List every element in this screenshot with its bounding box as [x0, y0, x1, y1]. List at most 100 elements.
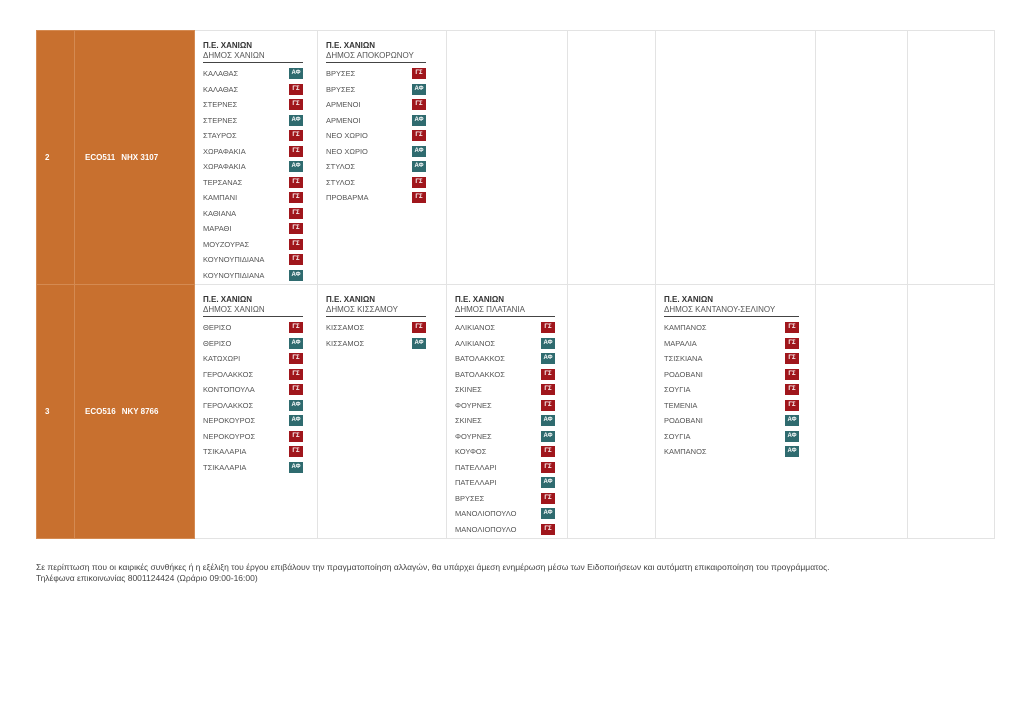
village-row: ΒΡΥΣΕΣ ΑΦ — [326, 82, 426, 98]
collection-type-badge: ΓΣ — [289, 384, 303, 396]
collection-type-badge: ΑΦ — [541, 415, 555, 427]
village-name: ΜΑΡΑΘΙ — [203, 224, 232, 234]
collection-type-badge: ΓΣ — [412, 130, 426, 142]
village-name: ΑΡΜΕΝΟΙ — [326, 115, 361, 125]
village-row: ΝΕΡΟΚΟΥΡΟΣ ΓΣ — [203, 429, 303, 445]
collection-type-badge: ΓΣ — [541, 461, 555, 473]
village-name: ΒΡΥΣΕΣ — [455, 493, 485, 503]
village-name: ΒΑΤΟΛΑΚΚΟΣ — [455, 354, 505, 364]
route-number: 2 — [36, 30, 75, 285]
vehicle-plate: NHX 3107 — [121, 153, 159, 162]
collection-type-badge: ΓΣ — [289, 368, 303, 380]
empty-cell — [567, 30, 656, 285]
vehicle-plate: NKY 8766 — [121, 407, 159, 416]
vehicle-code: ECO511 — [85, 153, 116, 162]
collection-type-badge: ΓΣ — [541, 384, 555, 396]
route-number: 3 — [36, 284, 75, 539]
village-row: ΤΣΙΚΑΛΑΡΙΑ ΑΦ — [203, 460, 303, 476]
route-row: 2 ECO511 NHX 3107 Π.Ε. ΧΑΝΙΩΝ ΔΗΜΟΣ ΧΑΝΙΩΝ… — [36, 30, 995, 285]
village-name: ΝΕΡΟΚΟΥΡΟΣ — [203, 416, 256, 426]
village-row: ΤΕΡΣΑΝΑΣ ΓΣ — [203, 175, 303, 191]
village-row: ΣΚΙΝΕΣ ΑΦ — [455, 413, 555, 429]
village-row: ΣΤΥΛΟΣ ΑΦ — [326, 159, 426, 175]
regional-unit-label: Π.Ε. ΧΑΝΙΩΝ — [326, 41, 376, 50]
empty-cell — [907, 30, 995, 285]
village-row: ΑΛΙΚΙΑΝΟΣ ΑΦ — [455, 336, 555, 352]
village-name: ΡΟΔΟΒΑΝΙ — [664, 416, 703, 426]
footnote-phone: Τηλέφωνα επικοινωνίας 8001124424 (Ωράριο… — [36, 573, 258, 583]
village-row: ΓΕΡΟΛΑΚΚΟΣ ΓΣ — [203, 367, 303, 383]
village-row: ΦΟΥΡΝΕΣ ΑΦ — [455, 429, 555, 445]
village-name: ΠΡΟΒΑΡΜΑ — [326, 193, 369, 203]
village-name: ΒΑΤΟΛΑΚΚΟΣ — [455, 369, 505, 379]
village-row: ΚΙΣΣΑΜΟΣ ΑΦ — [326, 336, 426, 352]
village-name: ΚΑΛΑΘΑΣ — [203, 84, 239, 94]
district-block: Π.Ε. ΧΑΝΙΩΝ ΔΗΜΟΣ ΚΙΣΣΑΜΟΥ ΚΙΣΣΑΜΟΣ ΓΣ ΚΙΣΣΑ… — [318, 285, 432, 351]
collection-type-badge: ΑΦ — [541, 353, 555, 365]
village-name: ΤΣΙΣΚΙΑΝΑ — [664, 354, 703, 364]
village-name: ΣΟΥΓΙΑ — [664, 431, 691, 441]
collection-type-badge: ΑΦ — [289, 399, 303, 411]
village-name: ΓΕΡΟΛΑΚΚΟΣ — [203, 369, 254, 379]
village-row: ΘΕΡΙΣΟ ΓΣ — [203, 320, 303, 336]
village-name: ΜΑΝΟΛΙΟΠΟΥΛΟ — [455, 509, 517, 519]
footnote-notice: Σε περίπτωση που οι καιρικές συνθήκες ή … — [36, 562, 830, 572]
district-cell: Π.Ε. ΧΑΝΙΩΝ ΔΗΜΟΣ ΧΑΝΙΩΝ ΘΕΡΙΣΟ ΓΣ ΘΕΡΙΣΟ ΑΦ Κ… — [194, 284, 318, 539]
village-name: ΣΚΙΝΕΣ — [455, 385, 482, 395]
collection-type-badge: ΑΦ — [541, 477, 555, 489]
village-name: ΚΑΤΩΧΩΡΙ — [203, 354, 241, 364]
collection-type-badge: ΑΦ — [412, 145, 426, 157]
district-block: Π.Ε. ΧΑΝΙΩΝ ΔΗΜΟΣ ΚΑΝΤΑΝΟΥ-ΣΕΛΙΝΟΥ ΚΑΜΠΑΝΟ… — [656, 285, 805, 460]
village-row: ΣΤΕΡΝΕΣ ΓΣ — [203, 97, 303, 113]
village-row: ΝΕΟ ΧΩΡΙΟ ΓΣ — [326, 128, 426, 144]
municipality-label: ΔΗΜΟΣ ΑΠΟΚΟΡΩΝΟΥ — [326, 51, 426, 63]
collection-type-badge: ΑΦ — [785, 430, 799, 442]
collection-type-badge: ΑΦ — [289, 415, 303, 427]
village-row: ΠΑΤΕΛΛΑΡΙ ΑΦ — [455, 475, 555, 491]
collection-type-badge: ΑΦ — [785, 415, 799, 427]
village-row: ΠΡΟΒΑΡΜΑ ΓΣ — [326, 190, 426, 206]
village-row: ΝΕΟ ΧΩΡΙΟ ΑΦ — [326, 144, 426, 160]
village-name: ΒΡΥΣΕΣ — [326, 84, 356, 94]
village-row: ΒΡΥΣΕΣ ΓΣ — [455, 491, 555, 507]
village-row: ΚΟΥΦΟΣ ΓΣ — [455, 444, 555, 460]
village-row: ΚΑΜΠΑΝΟΣ ΑΦ — [664, 444, 799, 460]
village-name: ΚΑΛΑΘΑΣ — [203, 69, 239, 79]
collection-type-badge: ΑΦ — [412, 114, 426, 126]
village-name: ΘΕΡΙΣΟ — [203, 323, 232, 333]
collection-type-badge: ΑΦ — [289, 461, 303, 473]
village-name: ΣΤΕΡΝΕΣ — [203, 115, 238, 125]
village-name: ΝΕΟ ΧΩΡΙΟ — [326, 146, 368, 156]
collection-type-badge: ΓΣ — [541, 492, 555, 504]
collection-type-badge: ΓΣ — [541, 399, 555, 411]
collection-type-badge: ΓΣ — [289, 207, 303, 219]
district-cell: Π.Ε. ΧΑΝΙΩΝ ΔΗΜΟΣ ΚΑΝΤΑΝΟΥ-ΣΕΛΙΝΟΥ ΚΑΜΠΑΝΟ… — [655, 284, 816, 539]
village-row: ΣΚΙΝΕΣ ΓΣ — [455, 382, 555, 398]
village-name: ΦΟΥΡΝΕΣ — [455, 431, 492, 441]
village-row: ΣΤΥΛΟΣ ΓΣ — [326, 175, 426, 191]
village-row: ΠΑΤΕΛΛΑΡΙ ΓΣ — [455, 460, 555, 476]
village-row: ΜΑΡΑΛΙΑ ΓΣ — [664, 336, 799, 352]
village-row: ΑΡΜΕΝΟΙ ΑΦ — [326, 113, 426, 129]
municipality-label: ΔΗΜΟΣ ΧΑΝΙΩΝ — [203, 305, 303, 317]
village-row: ΧΩΡΑΦΑΚΙΑ ΑΦ — [203, 159, 303, 175]
collection-type-badge: ΓΣ — [412, 322, 426, 334]
village-name: ΠΑΤΕΛΛΑΡΙ — [455, 478, 497, 488]
village-row: ΒΑΤΟΛΑΚΚΟΣ ΓΣ — [455, 367, 555, 383]
village-row: ΚΟΥΝΟΥΠΙΔΙΑΝΑ ΓΣ — [203, 252, 303, 268]
collection-type-badge: ΓΣ — [289, 353, 303, 365]
collection-type-badge: ΓΣ — [412, 192, 426, 204]
collection-type-badge: ΓΣ — [289, 322, 303, 334]
village-row: ΣΤΕΡΝΕΣ ΑΦ — [203, 113, 303, 129]
empty-cell — [446, 30, 568, 285]
village-row: ΓΕΡΟΛΑΚΚΟΣ ΑΦ — [203, 398, 303, 414]
collection-type-badge: ΑΦ — [289, 161, 303, 173]
village-row: ΜΑΝΟΛΙΟΠΟΥΛΟ ΓΣ — [455, 522, 555, 538]
village-row: ΣΤΑΥΡΟΣ ΓΣ — [203, 128, 303, 144]
collection-type-badge: ΓΣ — [412, 99, 426, 111]
village-name: ΦΟΥΡΝΕΣ — [455, 400, 492, 410]
village-name: ΚΟΥΝΟΥΠΙΔΙΑΝΑ — [203, 255, 265, 265]
collection-type-badge: ΓΣ — [289, 223, 303, 235]
village-name: ΑΛΙΚΙΑΝΟΣ — [455, 338, 496, 348]
district-cell: Π.Ε. ΧΑΝΙΩΝ ΔΗΜΟΣ ΠΛΑΤΑΝΙΑ ΑΛΙΚΙΑΝΟΣ ΓΣ ΑΛΙΚ… — [446, 284, 568, 539]
